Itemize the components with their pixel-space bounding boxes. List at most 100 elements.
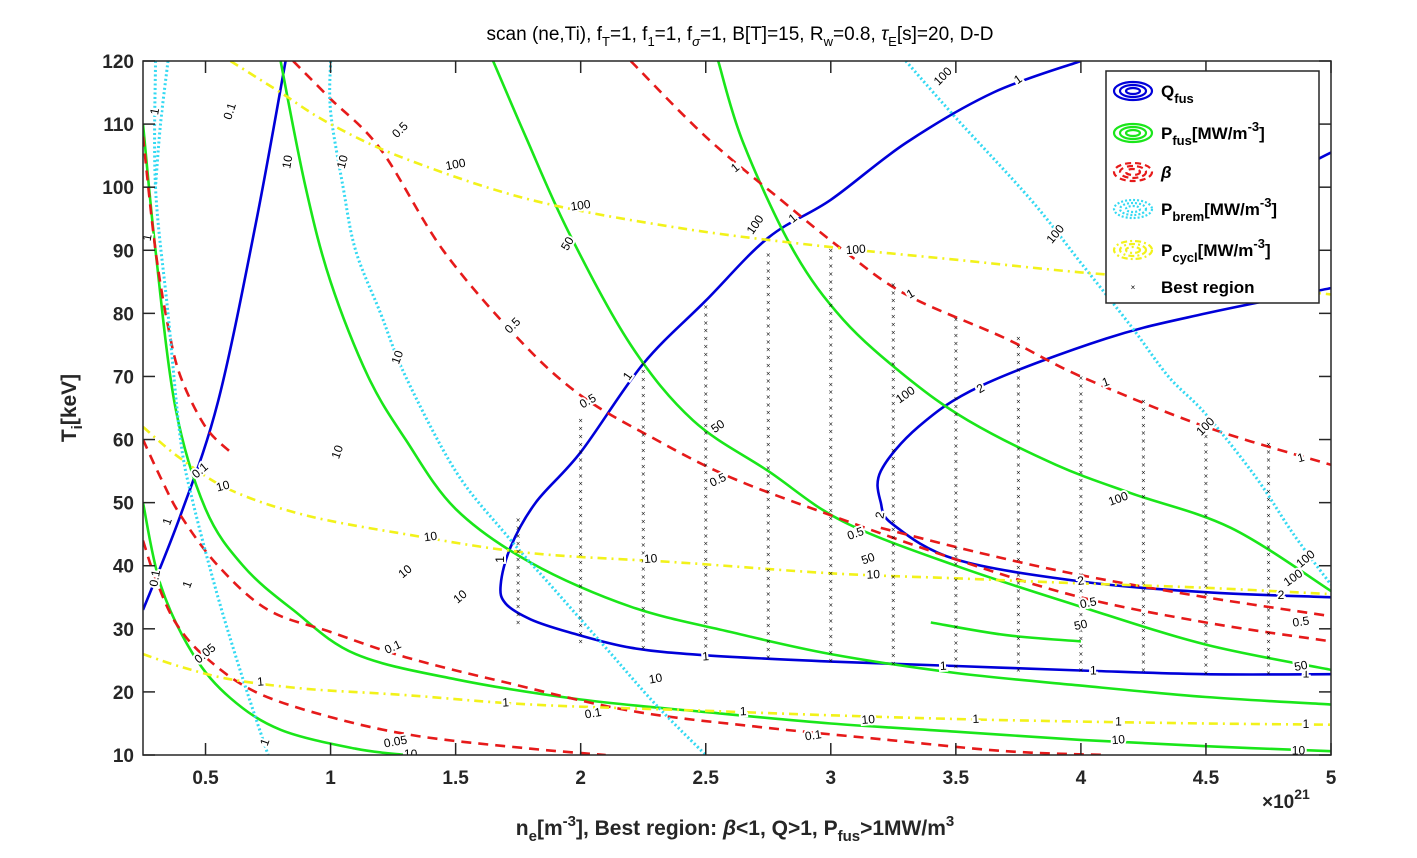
- best-region-marker: ×: [1078, 643, 1083, 650]
- best-region-marker: ×: [641, 534, 646, 541]
- best-region-marker: ×: [891, 384, 896, 391]
- contour-pbrem-level-100-17: [904, 61, 1331, 586]
- best-region-marker: ×: [1016, 564, 1021, 571]
- best-region-marker: ×: [1203, 552, 1208, 559]
- best-region-marker: ×: [1078, 620, 1083, 627]
- best-region-marker: ×: [1078, 533, 1083, 540]
- legend-label-best: Best region: [1161, 278, 1255, 297]
- best-region-marker: ×: [766, 638, 771, 645]
- best-region-marker: ×: [828, 563, 833, 570]
- best-region-marker: ×: [953, 585, 958, 592]
- contour-label-pcycl: 1: [1303, 717, 1310, 731]
- best-region-marker: ×: [891, 645, 896, 652]
- axes-box: [142, 60, 1332, 756]
- best-region-marker: ×: [578, 607, 583, 614]
- best-region-marker: ×: [578, 465, 583, 472]
- best-region-marker: ×: [1266, 670, 1271, 677]
- best-region-marker: ×: [1016, 525, 1021, 532]
- best-region-marker: ×: [891, 455, 896, 462]
- best-region-marker: ×: [578, 512, 583, 519]
- contour-pcycl-level-10-22: [143, 425, 1331, 596]
- best-region-marker: ×: [578, 631, 583, 638]
- contour-beta-level-0_05-15: [143, 540, 606, 755]
- best-region-marker: ×: [1266, 560, 1271, 567]
- best-region-marker: ×: [891, 613, 896, 620]
- best-region-marker: ×: [641, 645, 646, 652]
- best-region-marker: ×: [1016, 533, 1021, 540]
- best-region-marker: ×: [891, 314, 896, 321]
- best-region-marker: ×: [766, 441, 771, 448]
- best-region-marker: ×: [703, 446, 708, 453]
- x-tick-label: 4.5: [1193, 768, 1220, 789]
- best-region-marker: ×: [1078, 383, 1083, 390]
- best-region-marker: ×: [891, 392, 896, 399]
- best-region-marker: ×: [891, 471, 896, 478]
- y-tick-label: 100: [102, 178, 134, 199]
- best-region-marker: ×: [1141, 620, 1146, 627]
- contour-label-pfus: 10: [279, 154, 295, 170]
- best-region-marker: ×: [953, 624, 958, 631]
- best-region-marker: ×: [1141, 541, 1146, 548]
- best-region-marker: ×: [828, 279, 833, 286]
- x-tick-label: 3.5: [943, 768, 970, 789]
- best-region-marker: ×: [766, 481, 771, 488]
- best-region-marker: ×: [703, 501, 708, 508]
- best-region-marker: ×: [1016, 367, 1021, 374]
- best-region-marker: ×: [828, 287, 833, 294]
- best-region-marker: ×: [703, 564, 708, 571]
- best-region-marker: ×: [641, 448, 646, 455]
- best-region-marker: ×: [641, 400, 646, 407]
- best-region-marker: ×: [766, 410, 771, 417]
- best-region-marker: ×: [1078, 612, 1083, 619]
- best-region-marker: ×: [578, 418, 583, 425]
- contour-label-beta: 0.5: [1079, 594, 1099, 611]
- best-region-marker: ×: [891, 582, 896, 589]
- best-region-marker: ×: [1266, 662, 1271, 669]
- best-region-marker: ×: [828, 539, 833, 546]
- best-region-marker: ×: [1203, 441, 1208, 448]
- best-region-marker: ×: [953, 380, 958, 387]
- best-region-marker: ×: [1203, 662, 1208, 669]
- best-region-marker: ×: [703, 588, 708, 595]
- best-region-marker: ×: [641, 637, 646, 644]
- best-region-marker: ×: [828, 358, 833, 365]
- best-region-marker: ×: [1078, 627, 1083, 634]
- best-region-marker: ×: [703, 620, 708, 627]
- legend-icon-pbrem: [1124, 204, 1142, 214]
- best-region-marker: ×: [1266, 631, 1271, 638]
- best-region-marker: ×: [703, 462, 708, 469]
- best-region-marker: ×: [766, 276, 771, 283]
- best-region-marker: ×: [766, 560, 771, 567]
- best-region-marker: ×: [953, 522, 958, 529]
- best-region-marker: ×: [953, 569, 958, 576]
- x-tick-label: 1: [325, 768, 336, 789]
- best-region-marker: ×: [641, 471, 646, 478]
- best-region-marker: ×: [953, 411, 958, 418]
- best-region-marker: ×: [1078, 635, 1083, 642]
- best-region-marker: ×: [1266, 575, 1271, 582]
- best-region-marker: ×: [766, 646, 771, 653]
- best-region-marker: ×: [766, 528, 771, 535]
- best-region-marker: ×: [1266, 567, 1271, 574]
- y-tick-label: 90: [113, 241, 134, 262]
- best-region-marker: ×: [828, 555, 833, 562]
- best-region-marker: ×: [641, 455, 646, 462]
- best-region-marker: ×: [828, 334, 833, 341]
- best-region-marker: ×: [1016, 620, 1021, 627]
- legend-icon-pbrem: [1118, 201, 1148, 217]
- best-region-marker: ×: [1078, 588, 1083, 595]
- best-region-marker: ×: [703, 359, 708, 366]
- best-region-marker: ×: [1016, 651, 1021, 658]
- best-region-marker: ×: [578, 528, 583, 535]
- best-region-marker: ×: [641, 597, 646, 604]
- best-region-marker: ×: [1266, 473, 1271, 480]
- best-region-marker: ×: [891, 495, 896, 502]
- y-tick-label: 60: [113, 431, 134, 452]
- best-region-marker: ×: [516, 596, 521, 603]
- contour-label-pcycl: 10: [423, 529, 438, 545]
- contour-label-pcycl: 1: [740, 704, 747, 718]
- best-region-marker: ×: [703, 391, 708, 398]
- best-region-marker: ×: [1078, 422, 1083, 429]
- best-region-marker: ×: [1266, 496, 1271, 503]
- best-region-marker: ×: [1203, 599, 1208, 606]
